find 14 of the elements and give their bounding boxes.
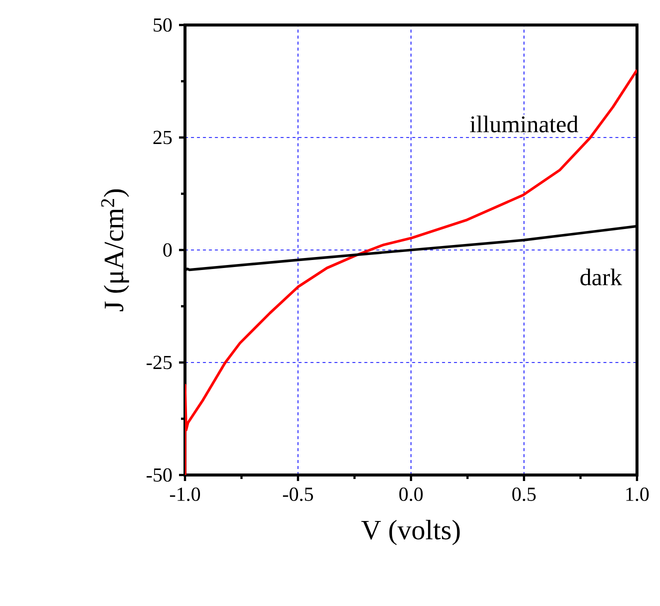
- x-tick-label: 0.0: [399, 488, 423, 502]
- x-axis-title: V (volts): [361, 520, 460, 546]
- x-tick-label: 1.0: [626, 488, 649, 502]
- y-axis-title: J (μA/cm$^{2}$): [101, 189, 130, 312]
- series-label: dark: [580, 268, 622, 286]
- y-tick-label: 25: [153, 130, 172, 144]
- y-tick-label: 50: [154, 18, 172, 32]
- x-tick-label: -1.0: [170, 488, 200, 502]
- y-tick-label: -25: [146, 356, 172, 370]
- y-tick-label: 0: [163, 243, 172, 257]
- x-tick-label: 0.5: [512, 488, 536, 502]
- series-label: illuminated: [470, 116, 578, 132]
- y-tick-label: -50: [146, 468, 172, 482]
- x-tick-label: -0.5: [282, 488, 313, 502]
